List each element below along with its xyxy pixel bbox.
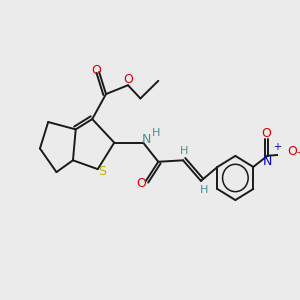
Text: H: H: [152, 128, 160, 138]
Text: O: O: [287, 146, 297, 158]
Text: N: N: [142, 133, 152, 146]
Text: H: H: [200, 185, 208, 195]
Text: O: O: [136, 177, 146, 190]
Text: -: -: [296, 147, 300, 157]
Text: O: O: [124, 74, 134, 86]
Text: N: N: [263, 154, 272, 167]
Text: O: O: [261, 127, 271, 140]
Text: +: +: [273, 142, 281, 152]
Text: S: S: [98, 165, 106, 178]
Text: O: O: [91, 64, 101, 77]
Text: H: H: [180, 146, 189, 156]
